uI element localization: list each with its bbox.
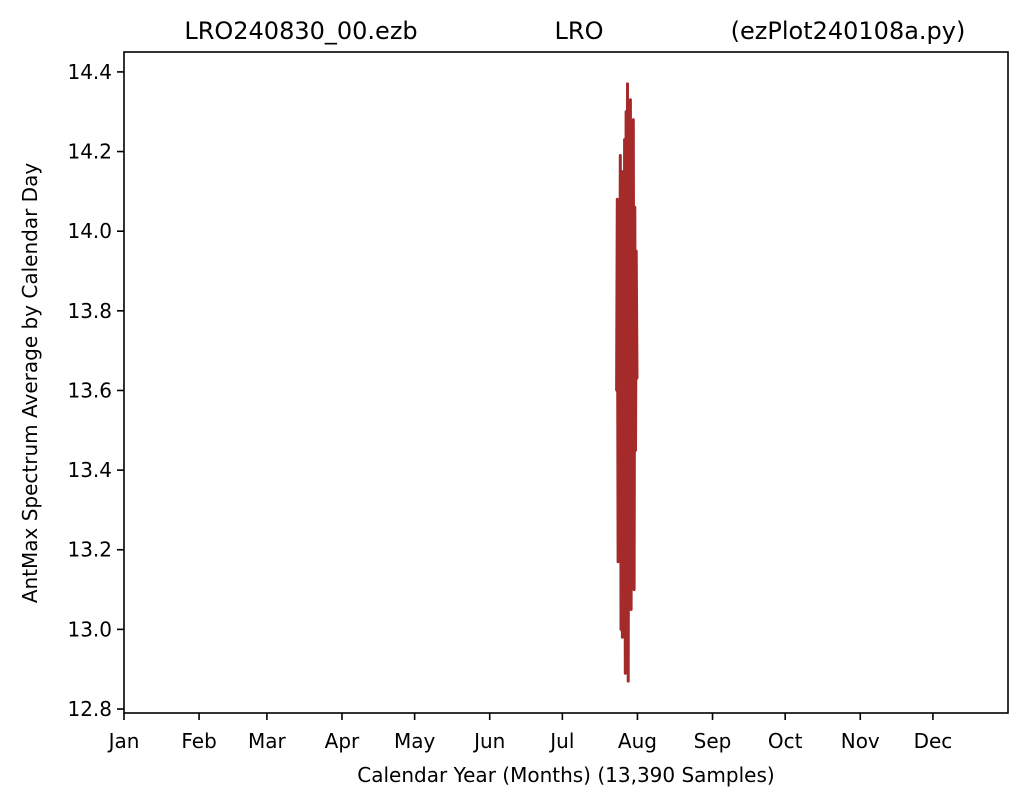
data-point bbox=[624, 110, 628, 113]
data-point bbox=[630, 182, 634, 185]
x-tick-label: Sep bbox=[694, 729, 732, 753]
data-point bbox=[633, 206, 636, 209]
x-tick-label: May bbox=[394, 729, 436, 753]
y-tick-label: 12.8 bbox=[67, 697, 112, 721]
x-tick-label: Dec bbox=[914, 729, 953, 753]
data-point bbox=[631, 528, 634, 531]
data-point bbox=[628, 508, 631, 512]
y-axis-label: AntMax Spectrum Average by Calendar Day bbox=[18, 163, 42, 603]
data-point bbox=[623, 138, 626, 141]
data-point bbox=[627, 679, 630, 683]
x-tick-label: Jun bbox=[472, 729, 505, 753]
y-tick-label: 13.8 bbox=[67, 299, 112, 323]
data-point bbox=[617, 289, 620, 293]
plot-area bbox=[615, 82, 639, 683]
data-point bbox=[619, 628, 623, 631]
x-tick-label: Oct bbox=[768, 729, 803, 753]
y-tick-label: 14.0 bbox=[67, 219, 112, 243]
series-line bbox=[615, 82, 639, 683]
data-point bbox=[624, 672, 627, 675]
y-tick-label: 13.4 bbox=[67, 458, 112, 482]
title-center: LRO bbox=[555, 17, 604, 45]
title-right: (ezPlot240108a.py) bbox=[731, 17, 966, 45]
y-tick-label: 13.6 bbox=[67, 378, 112, 402]
y-tick-label: 14.4 bbox=[67, 60, 112, 84]
data-point bbox=[622, 548, 626, 551]
data-point bbox=[619, 154, 622, 157]
data-point bbox=[621, 636, 624, 639]
x-tick-label: Jan bbox=[107, 729, 140, 753]
x-tick-label: Mar bbox=[248, 729, 287, 753]
x-axis-label: Calendar Year (Months) (13,390 Samples) bbox=[357, 763, 774, 787]
x-tick-label: Nov bbox=[841, 729, 880, 753]
data-point bbox=[635, 249, 638, 253]
y-tick-label: 13.0 bbox=[67, 617, 112, 641]
data-point bbox=[616, 198, 619, 201]
data-point bbox=[625, 588, 628, 591]
title-left: LRO240830_00.ezb bbox=[184, 17, 417, 45]
y-tick-label: 14.2 bbox=[67, 140, 112, 164]
data-point bbox=[632, 588, 636, 591]
x-tick-label: Feb bbox=[181, 729, 216, 753]
data-point bbox=[634, 449, 637, 452]
x-axis: Jan Feb Mar Apr May Jun Jul Aug Sep Oct Nov Dec bbox=[107, 713, 953, 753]
plot-frame bbox=[123, 51, 1009, 714]
data-point bbox=[626, 82, 629, 86]
data-point bbox=[622, 210, 625, 213]
y-tick-label: 13.2 bbox=[67, 538, 112, 562]
data-point bbox=[618, 508, 621, 512]
x-tick-label: Jul bbox=[548, 729, 574, 753]
x-tick-label: Aug bbox=[618, 729, 657, 753]
data-point bbox=[627, 150, 631, 153]
data-point bbox=[629, 608, 633, 611]
x-tick-label: Apr bbox=[325, 729, 360, 753]
data-point bbox=[616, 560, 620, 563]
data-point bbox=[620, 170, 623, 173]
data-point bbox=[635, 377, 639, 380]
data-point bbox=[629, 98, 632, 102]
y-axis: 12.8 13.0 13.2 13.4 13.6 13.8 14.0 14.2 14.4 bbox=[67, 60, 124, 721]
data-point bbox=[615, 389, 618, 392]
data-point bbox=[632, 118, 635, 121]
